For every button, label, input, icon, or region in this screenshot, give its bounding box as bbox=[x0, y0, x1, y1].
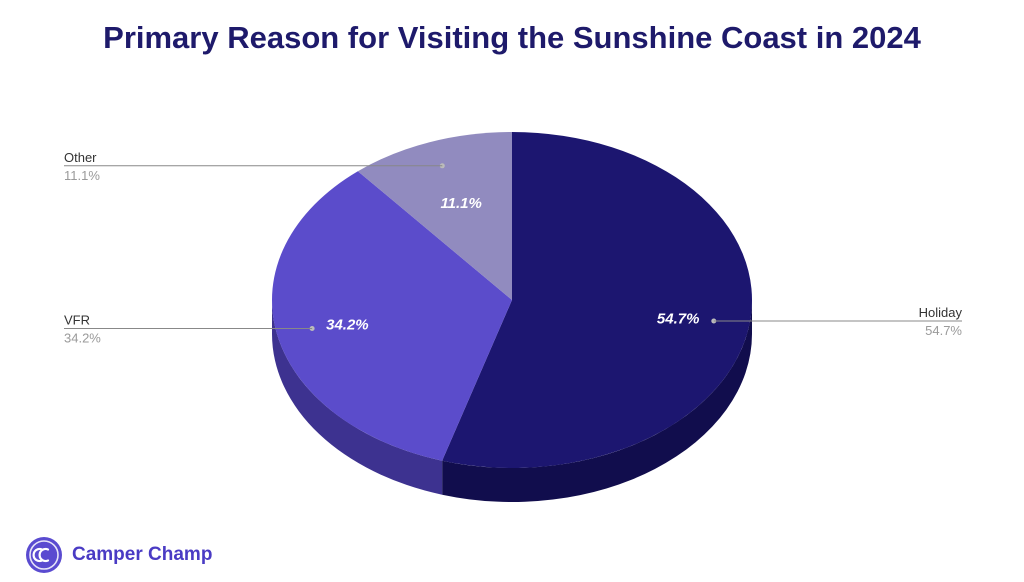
pie-slice-vfr bbox=[271, 171, 512, 461]
callout-name-other: Other bbox=[64, 150, 97, 165]
brand: Camper Champ bbox=[26, 536, 212, 574]
pie-sides bbox=[272, 300, 752, 503]
pie-slice-holiday bbox=[442, 132, 753, 469]
brand-name: Camper Champ bbox=[72, 544, 213, 565]
cc-logo-icon bbox=[26, 537, 62, 573]
chart-title: Primary Reason for Visiting the Sunshine… bbox=[103, 20, 921, 55]
slice-label-holiday: 54.7% bbox=[657, 310, 700, 327]
pie-side-holiday bbox=[442, 300, 752, 503]
slice-label-other: 11.1% bbox=[440, 195, 481, 212]
pie-slice-other bbox=[357, 132, 512, 300]
pie-slices bbox=[271, 132, 753, 469]
callout-pct-other: 11.1% bbox=[64, 168, 100, 183]
slice-label-vfr: 34.2% bbox=[326, 316, 369, 333]
callout-name-vfr: VFR bbox=[64, 313, 90, 328]
callout-pct-holiday: 54.7% bbox=[925, 323, 962, 338]
pie-side-vfr bbox=[272, 300, 443, 495]
callout-name-holiday: Holiday bbox=[919, 305, 963, 320]
callout-pct-vfr: 34.2% bbox=[64, 331, 101, 346]
pie-labels: 54.7% Holiday 54.7% 34.2% VFR 34.2% 11.1% Other… bbox=[64, 150, 962, 346]
